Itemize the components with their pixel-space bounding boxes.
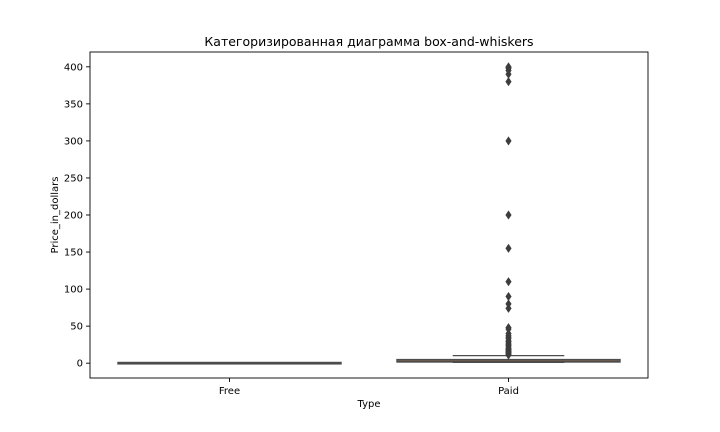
outlier-point <box>505 277 512 287</box>
outlier-point <box>505 291 512 302</box>
x-tick-label: Paid <box>498 386 519 397</box>
y-tick-label: 200 <box>64 211 83 222</box>
outlier-point <box>505 76 512 87</box>
outlier-point <box>505 210 512 220</box>
outlier-point <box>505 322 512 333</box>
y-tick-label: 250 <box>64 173 83 184</box>
plot-area <box>117 62 621 365</box>
y-axis-label: Price_in_dollars <box>50 177 61 254</box>
outlier-point <box>505 136 512 146</box>
outlier-point <box>505 299 512 309</box>
y-tick-label: 50 <box>70 322 83 333</box>
y-tick-label: 300 <box>64 136 83 147</box>
chart-title: Категоризированная диаграмма box-and-whi… <box>204 34 533 49</box>
x-tick-label: Free <box>219 386 240 397</box>
outlier-point <box>505 243 512 253</box>
x-axis-label: Type <box>357 399 381 410</box>
y-tick-label: 100 <box>64 285 83 296</box>
outlier-point <box>505 62 512 72</box>
y-tick-label: 0 <box>77 359 83 370</box>
box-paid <box>396 62 621 364</box>
y-tick-label: 350 <box>64 99 83 110</box>
y-tick-label: 150 <box>64 248 83 259</box>
y-tick-label: 400 <box>64 62 83 73</box>
box-free <box>117 361 342 365</box>
